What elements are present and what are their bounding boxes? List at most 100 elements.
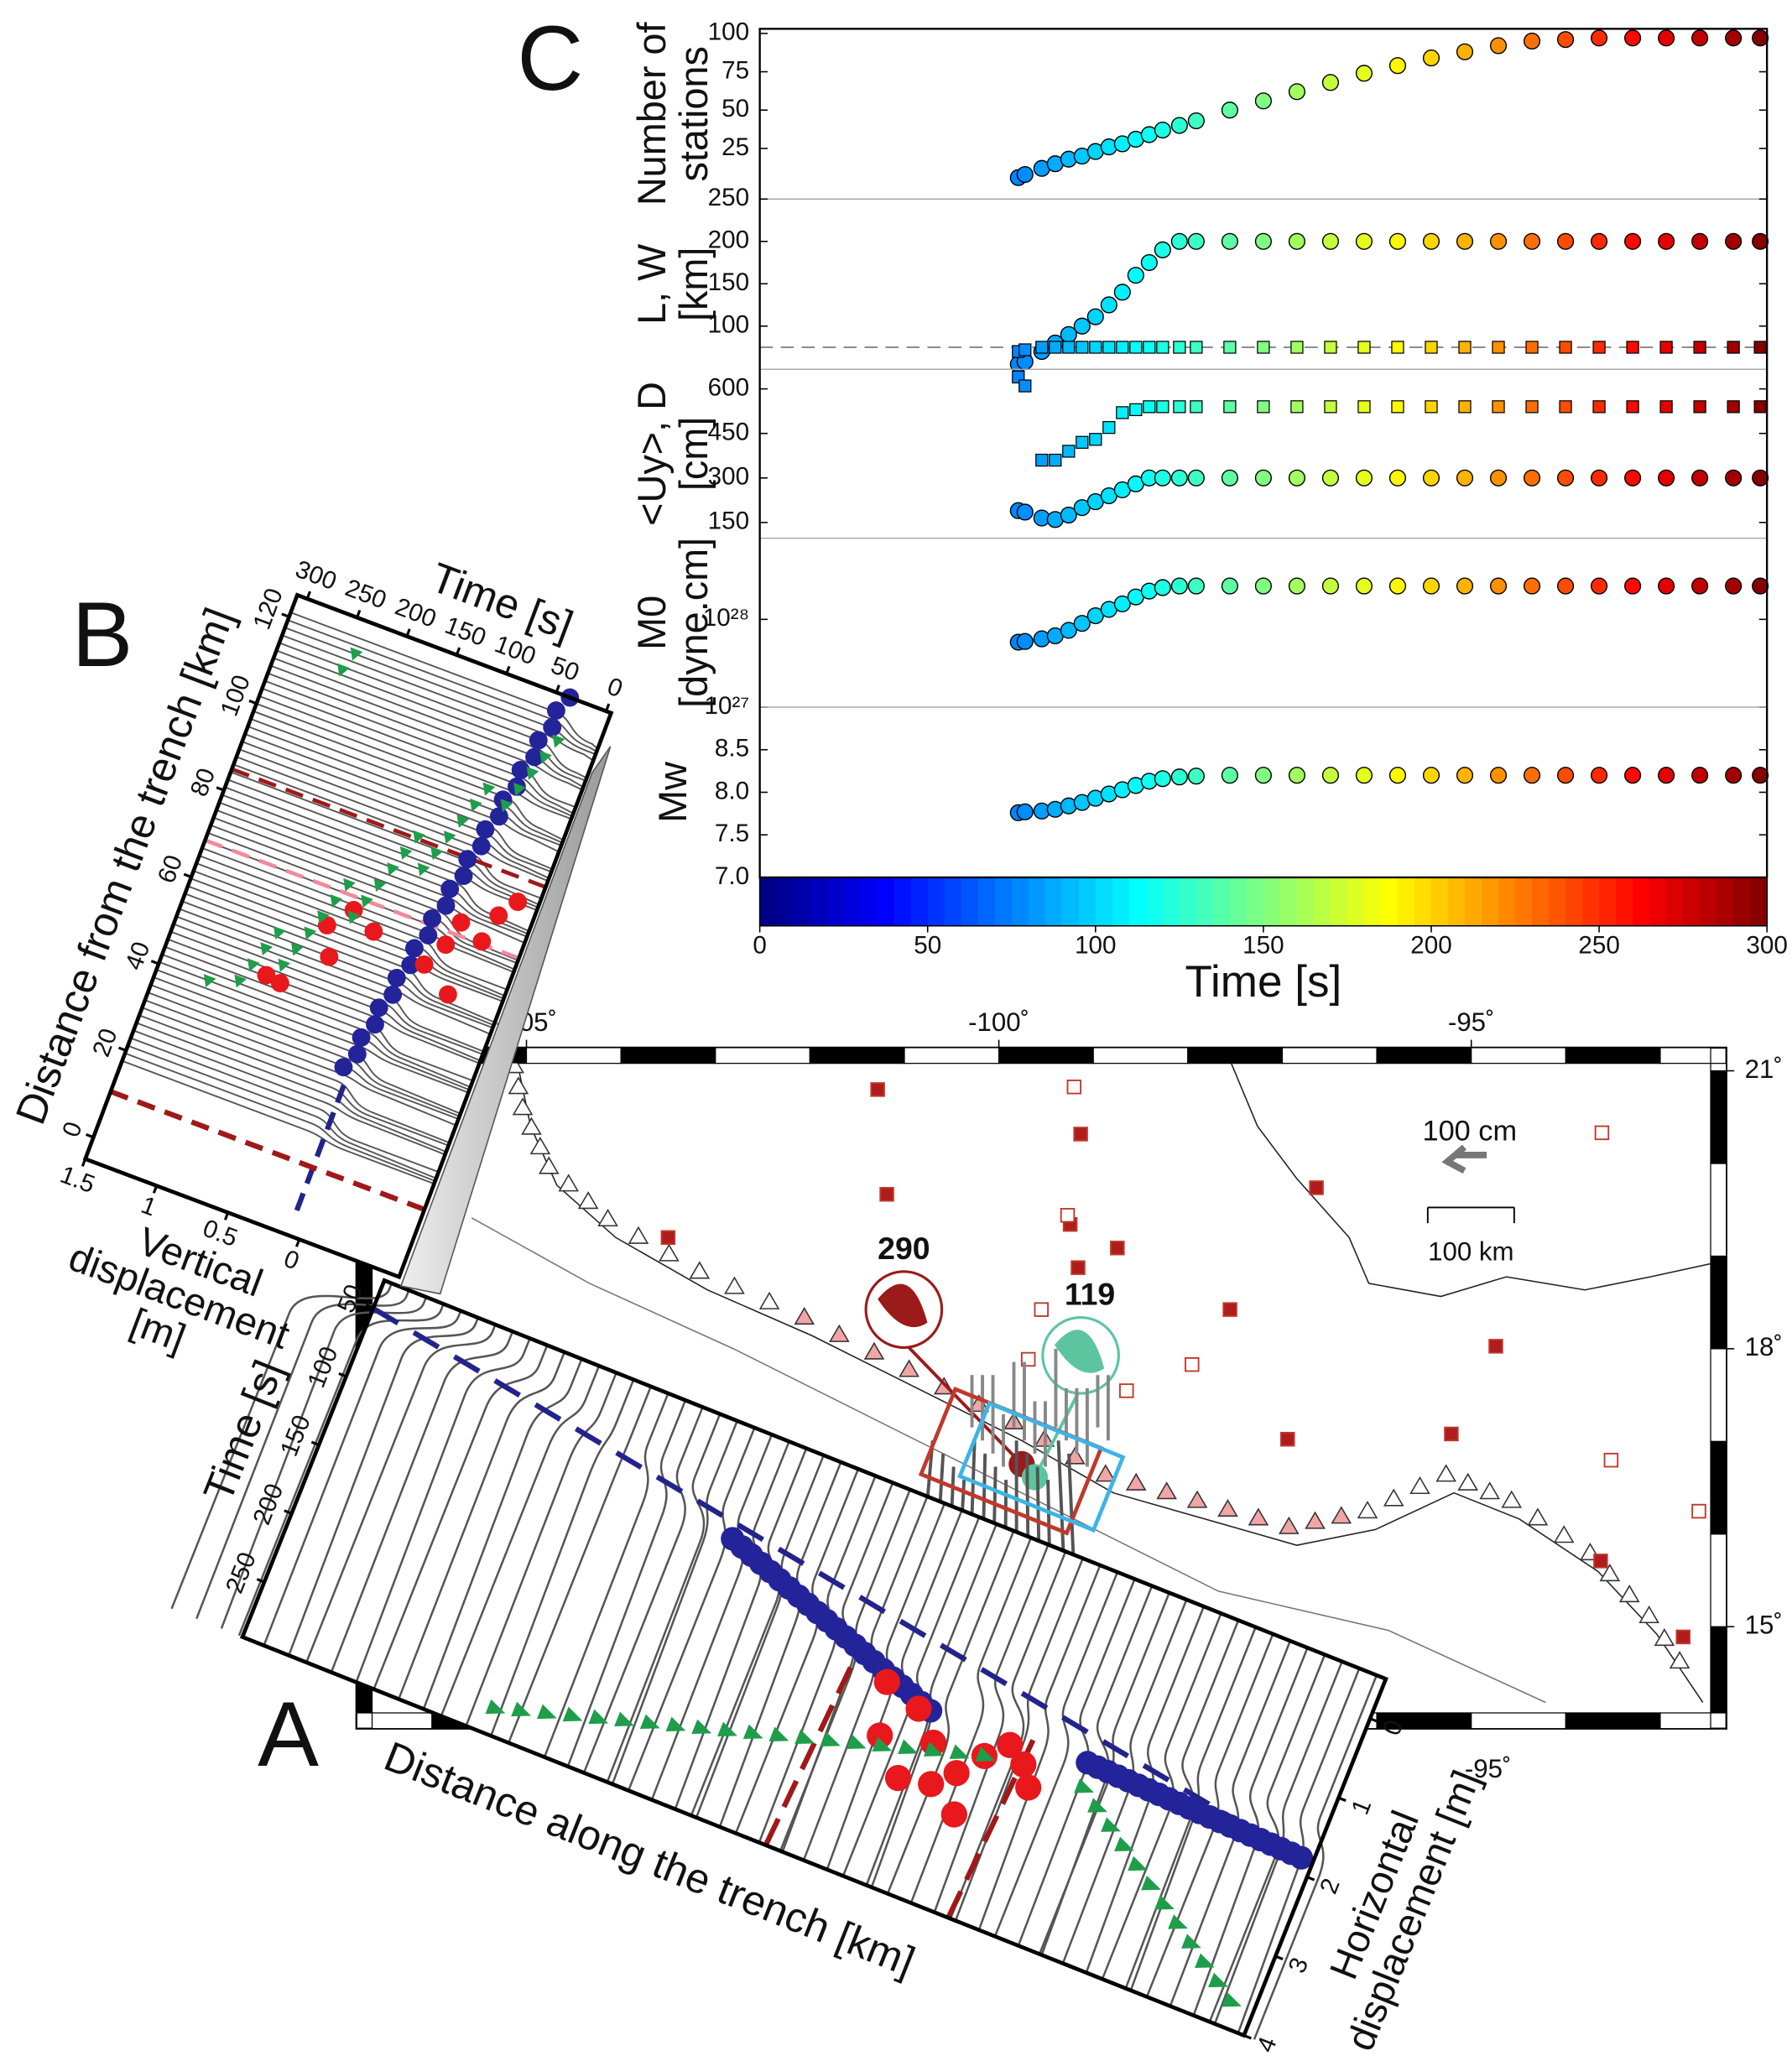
data-square <box>1062 341 1076 354</box>
colorbar-cell <box>944 877 962 926</box>
station-triangle <box>1638 1605 1659 1624</box>
data-circle <box>1388 232 1407 250</box>
data-circle <box>1221 232 1238 250</box>
colorbar-cell <box>1666 877 1685 926</box>
data-circle <box>1591 29 1608 47</box>
peak-triangle <box>317 910 330 924</box>
peak-triangle <box>291 942 304 956</box>
data-circle <box>1591 577 1608 595</box>
tick <box>1274 1955 1284 1960</box>
tick <box>150 960 159 966</box>
waveform <box>237 1304 445 1637</box>
peak-triangle <box>387 862 399 877</box>
data-square <box>1049 341 1062 354</box>
tick-label: 100 <box>216 671 256 720</box>
colorbar-cell <box>1515 877 1533 926</box>
map-frame <box>1565 1712 1661 1730</box>
data-circle <box>1321 577 1340 595</box>
data-square <box>1076 341 1089 354</box>
waveform <box>128 1044 437 1179</box>
waveform <box>305 1324 497 1663</box>
station-triangle <box>1357 1501 1378 1519</box>
data-circle <box>1288 83 1305 101</box>
map-frame <box>904 1047 1000 1064</box>
peak-dot <box>439 985 457 1004</box>
data-square <box>1035 453 1049 467</box>
arrival-dot <box>471 836 491 856</box>
station-square <box>1488 1339 1503 1354</box>
peak-dot <box>873 1668 900 1695</box>
arrival-dot <box>489 807 508 826</box>
map-frame <box>1471 1712 1566 1730</box>
station-triangle <box>521 1116 542 1135</box>
peak-triangle <box>846 1734 867 1749</box>
peak-triangle <box>361 894 373 908</box>
map-frame <box>1710 1533 1727 1627</box>
data-square <box>1659 400 1673 414</box>
map-lat-label: 21˚ <box>1745 1054 1783 1084</box>
peak-triangle <box>898 1739 918 1754</box>
waveform <box>355 1338 531 1683</box>
data-circle <box>1254 469 1272 487</box>
station-triangle <box>628 1226 649 1244</box>
data-circle <box>1086 606 1104 625</box>
arrival-dot <box>543 718 562 737</box>
tick <box>216 786 225 792</box>
waveform <box>270 664 583 791</box>
data-square <box>1102 420 1116 435</box>
peak-triangle <box>456 815 470 828</box>
colorbar-cell <box>1179 877 1197 926</box>
peak-triangle <box>278 958 291 972</box>
data-square <box>1458 400 1472 414</box>
data-square <box>1143 341 1156 354</box>
scale-arrow <box>1441 1144 1487 1174</box>
peak-triangle <box>949 1744 970 1759</box>
colorbar-cell <box>1549 877 1566 926</box>
tick-label: 0 <box>603 673 626 704</box>
waveform <box>543 1392 669 1758</box>
y-tick-label: 8.0 <box>715 777 749 804</box>
peak-dot <box>257 966 276 985</box>
waveform <box>263 1310 462 1647</box>
data-circle <box>1170 117 1188 134</box>
colorbar-cell <box>1162 877 1180 926</box>
map-frame <box>1710 1255 1727 1350</box>
waveform <box>977 1564 1102 1931</box>
colorbar-cell <box>1733 877 1752 926</box>
station-square <box>1691 1503 1706 1519</box>
colorbar-cell <box>910 877 929 926</box>
data-circle <box>1254 232 1272 250</box>
waveform <box>954 1558 1084 1922</box>
arrival-dot <box>405 939 424 958</box>
tick <box>305 591 311 600</box>
peak-dot <box>508 893 528 911</box>
map-frame <box>1281 1047 1378 1064</box>
data-square <box>1129 403 1143 417</box>
data-square <box>1129 341 1143 354</box>
data-square <box>1257 400 1270 414</box>
tick-label: 120 <box>248 585 289 633</box>
station-triangle <box>1479 1481 1501 1500</box>
peak-triangle <box>343 877 356 892</box>
colorbar-cell <box>1112 877 1130 926</box>
tick-label: 0 <box>280 1245 303 1276</box>
data-square <box>1035 341 1049 354</box>
arrival-dot <box>511 760 530 779</box>
data-square <box>1116 341 1129 354</box>
data-circle <box>1624 469 1642 487</box>
waveform <box>195 1289 410 1620</box>
data-circle <box>1422 49 1440 67</box>
waveform <box>993 1571 1119 1937</box>
station-square <box>1060 1208 1076 1223</box>
station-triangle <box>1305 1511 1326 1529</box>
colorbar-cell <box>1363 877 1382 926</box>
data-circle <box>1170 469 1188 487</box>
map-content <box>471 1063 1711 1704</box>
tick-label: 150 <box>275 1411 316 1460</box>
peak-triangle <box>1114 1836 1134 1852</box>
station-square <box>1594 1125 1610 1141</box>
panel-c-background <box>759 29 1768 877</box>
data-circle <box>1388 577 1407 595</box>
colorbar-cell <box>1582 877 1601 926</box>
tick-label: 1 <box>138 1191 160 1222</box>
